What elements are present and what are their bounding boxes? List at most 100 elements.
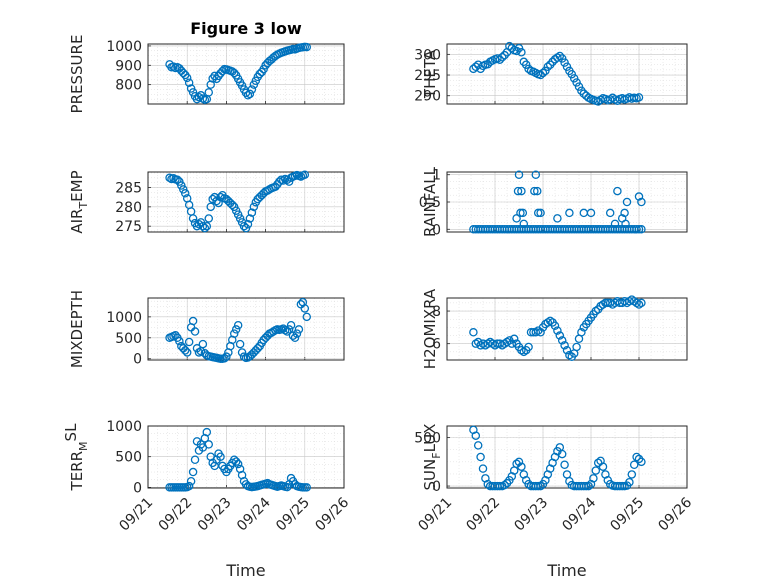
data-point (634, 225, 644, 234)
data-point (171, 331, 180, 340)
data-point (637, 197, 646, 207)
data-point (253, 344, 263, 353)
data-point (632, 298, 641, 308)
data-point (302, 312, 312, 322)
data-point (216, 192, 225, 202)
data-point (519, 219, 529, 229)
data-point (634, 192, 644, 201)
data-point (280, 326, 290, 335)
data-points (165, 427, 312, 492)
data-point (478, 464, 488, 473)
data-point (182, 73, 192, 83)
axes-frame (446, 297, 688, 361)
y-tick-label: 300 (414, 47, 441, 63)
data-point (517, 48, 526, 57)
data-points (165, 170, 310, 233)
data-point (617, 481, 627, 491)
data-point (533, 481, 543, 491)
data-point (302, 42, 312, 52)
data-point (194, 220, 204, 229)
y-tick-label: 280 (115, 200, 142, 216)
data-point (243, 91, 253, 100)
axes-frame (147, 43, 345, 105)
y-tick-label: 1000 (106, 39, 142, 55)
data-point (531, 170, 541, 179)
data-point (569, 74, 579, 83)
y-axis-label: MIXDEPTH (68, 290, 86, 368)
data-point (190, 327, 200, 336)
data-point (186, 476, 196, 486)
y-tick-label: 6 (432, 337, 441, 353)
data-point (572, 78, 581, 87)
x-tick-label: 09/25 (273, 495, 313, 535)
data-point (229, 329, 239, 338)
y-tick-label: 1000 (106, 419, 142, 435)
data-point (471, 431, 481, 440)
data-point (634, 93, 644, 102)
data-point (617, 214, 627, 223)
data-point (302, 483, 312, 492)
data-point (517, 186, 526, 196)
data-point (245, 214, 255, 223)
y-tick-label: 0 (133, 480, 142, 496)
data-point (239, 221, 249, 231)
data-point (610, 219, 620, 229)
figure-title: Figure 3 low (190, 19, 302, 38)
data-point (572, 342, 581, 352)
data-point (231, 457, 241, 466)
data-point (514, 43, 524, 53)
data-point (521, 60, 531, 69)
data-point (613, 186, 622, 196)
data-point (536, 70, 545, 80)
data-points (469, 170, 646, 234)
data-point (553, 53, 562, 62)
data-point (565, 350, 574, 360)
y-axis-label: RAINFALL (421, 166, 439, 237)
data-point (497, 52, 507, 62)
x-tick-label: 09/24 (234, 495, 274, 535)
data-point (627, 470, 637, 479)
data-point (531, 328, 541, 337)
data-point (286, 320, 296, 330)
data-point (622, 197, 632, 207)
data-point (524, 342, 533, 352)
data-point (198, 221, 208, 231)
data-point (202, 427, 212, 437)
y-tick-label: 8 (432, 304, 441, 320)
subplot-7: 0 500 1000 09/21 09/22 09/23 09/24 09/25 09/26 Ti… (62, 419, 352, 580)
data-point (567, 69, 577, 79)
data-point (184, 337, 194, 347)
data-point (586, 208, 596, 218)
data-point (536, 481, 545, 491)
data-point (188, 214, 198, 223)
data-point (560, 58, 569, 67)
y-tick-label: 0 (432, 479, 441, 495)
data-point (581, 481, 591, 491)
data-point (194, 348, 204, 357)
data-point (589, 474, 598, 483)
y-tick-label: 285 (115, 180, 142, 196)
data-point (204, 88, 214, 97)
data-point (637, 298, 646, 308)
data-point (530, 186, 539, 196)
data-point (220, 354, 229, 363)
data-point (495, 55, 505, 64)
data-point (548, 57, 557, 67)
data-point (514, 170, 524, 179)
data-point (632, 452, 641, 462)
data-point (512, 214, 521, 223)
data-point (245, 89, 255, 99)
data-point (169, 62, 178, 71)
x-tick-label: 09/23 (195, 495, 235, 535)
data-point (513, 186, 523, 196)
y-tick-label: 275 (115, 219, 142, 235)
data-point (560, 460, 569, 469)
y-tick-label: 500 (115, 450, 142, 466)
data-points (469, 425, 646, 491)
data-point (577, 328, 586, 337)
data-point (200, 223, 210, 233)
data-point (632, 225, 641, 234)
data-point (637, 457, 646, 467)
